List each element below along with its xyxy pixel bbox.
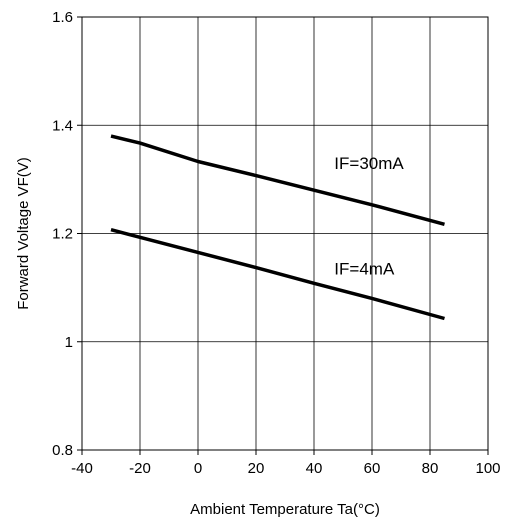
series-line <box>110 228 445 321</box>
y-tick-labels: 0.8 1 1.2 1.4 1.6 <box>52 9 73 459</box>
series-line <box>110 134 445 226</box>
x-tick-label: 40 <box>306 460 323 477</box>
grid-layer <box>77 16 489 455</box>
y-tick-label: 0.8 <box>52 442 73 459</box>
series-annotation: IF=4mA <box>334 260 395 279</box>
x-tick-label: -40 <box>71 460 93 477</box>
y-tick-label: 1.4 <box>52 117 73 134</box>
x-tick-label: 80 <box>422 460 439 477</box>
x-tick-labels: -40 -20 0 20 40 60 80 100 <box>71 460 500 477</box>
plot-frame <box>81 16 489 451</box>
y-tick-label: 1.2 <box>52 226 73 243</box>
x-tick-label: 100 <box>475 460 500 477</box>
y-tick-label: 1.6 <box>52 9 73 26</box>
series-layer <box>110 134 445 321</box>
y-tick-label: 1 <box>65 334 73 351</box>
series-annotation: IF=30mA <box>334 154 404 173</box>
x-tick-label: -20 <box>129 460 151 477</box>
y-axis-label: Forward Voltage VF(V) <box>15 157 32 310</box>
annotations: IF=30mA IF=4mA <box>334 154 404 279</box>
x-tick-label: 20 <box>248 460 265 477</box>
x-tick-label: 0 <box>194 460 202 477</box>
x-tick-label: 60 <box>364 460 381 477</box>
x-axis-label: Ambient Temperature Ta(°C) <box>190 501 380 518</box>
